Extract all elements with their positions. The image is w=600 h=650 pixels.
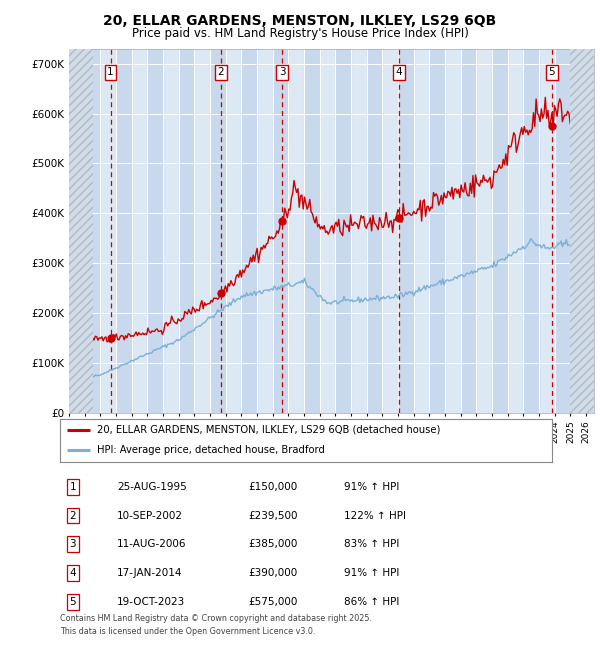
Text: £239,500: £239,500 (248, 510, 298, 521)
Text: 20, ELLAR GARDENS, MENSTON, ILKLEY, LS29 6QB (detached house): 20, ELLAR GARDENS, MENSTON, ILKLEY, LS29… (97, 425, 440, 435)
Text: 10-SEP-2002: 10-SEP-2002 (117, 510, 183, 521)
Text: Contains HM Land Registry data © Crown copyright and database right 2025.
This d: Contains HM Land Registry data © Crown c… (60, 614, 372, 636)
Bar (367, 49, 382, 413)
Bar (69, 49, 92, 413)
Bar (116, 49, 131, 413)
Text: 17-JAN-2014: 17-JAN-2014 (117, 568, 182, 578)
Bar (85, 49, 100, 413)
Text: 1: 1 (107, 68, 114, 77)
Text: 19-OCT-2023: 19-OCT-2023 (117, 597, 185, 607)
Text: 2: 2 (70, 510, 76, 521)
Text: £390,000: £390,000 (248, 568, 298, 578)
Text: £150,000: £150,000 (248, 482, 298, 492)
Text: 3: 3 (279, 68, 286, 77)
Bar (492, 49, 508, 413)
Bar (335, 49, 351, 413)
Bar (571, 49, 594, 413)
Text: 83% ↑ HPI: 83% ↑ HPI (344, 540, 399, 549)
Text: £575,000: £575,000 (248, 597, 298, 607)
Text: 11-AUG-2006: 11-AUG-2006 (117, 540, 186, 549)
Bar (430, 49, 445, 413)
Bar (398, 49, 414, 413)
Text: 25-AUG-1995: 25-AUG-1995 (117, 482, 187, 492)
Bar (555, 49, 571, 413)
Text: 4: 4 (70, 568, 76, 578)
Bar (210, 49, 226, 413)
Text: 86% ↑ HPI: 86% ↑ HPI (344, 597, 399, 607)
Bar (179, 49, 194, 413)
Bar (523, 49, 539, 413)
Text: 20, ELLAR GARDENS, MENSTON, ILKLEY, LS29 6QB: 20, ELLAR GARDENS, MENSTON, ILKLEY, LS29… (103, 14, 497, 29)
Bar (241, 49, 257, 413)
Text: 2: 2 (218, 68, 224, 77)
Text: 91% ↑ HPI: 91% ↑ HPI (344, 568, 399, 578)
Text: 91% ↑ HPI: 91% ↑ HPI (344, 482, 399, 492)
Text: 5: 5 (548, 68, 555, 77)
Bar (273, 49, 289, 413)
Text: 1: 1 (70, 482, 76, 492)
Bar (304, 49, 320, 413)
Text: Price paid vs. HM Land Registry's House Price Index (HPI): Price paid vs. HM Land Registry's House … (131, 27, 469, 40)
Text: 3: 3 (70, 540, 76, 549)
Text: 5: 5 (70, 597, 76, 607)
Text: HPI: Average price, detached house, Bradford: HPI: Average price, detached house, Brad… (97, 445, 325, 454)
Text: 4: 4 (395, 68, 402, 77)
Text: £385,000: £385,000 (248, 540, 298, 549)
Bar (148, 49, 163, 413)
Bar (586, 49, 594, 413)
Bar (461, 49, 476, 413)
Text: 122% ↑ HPI: 122% ↑ HPI (344, 510, 406, 521)
